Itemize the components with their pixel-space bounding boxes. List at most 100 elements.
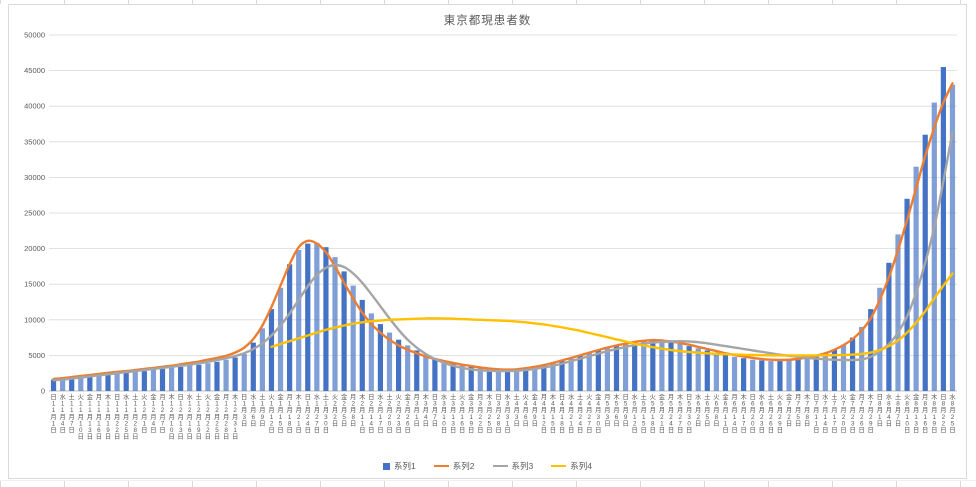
bar [677, 344, 683, 391]
bar [604, 348, 611, 391]
y-axis-tick-label: 5000 [28, 351, 45, 360]
bar [686, 346, 692, 391]
bar [722, 354, 729, 391]
y-axis-tick-label: 35000 [24, 137, 45, 146]
bar [50, 379, 57, 391]
y-axis-labels: 0 5000 10000 15000 20000 25000 30000 35000 40000… [24, 31, 45, 396]
bar [668, 341, 674, 391]
bar [550, 363, 556, 391]
bar [223, 359, 229, 391]
bar [795, 359, 801, 391]
legend-item-series-1[interactable]: 系列1 [383, 460, 416, 472]
bar [713, 352, 719, 391]
bar [241, 354, 247, 391]
bar [659, 340, 665, 391]
bar [441, 361, 447, 391]
bar [777, 361, 783, 391]
bar [141, 371, 147, 391]
plot-area: 0 5000 10000 15000 20000 25000 30000 35000 40000… [24, 31, 957, 441]
bar [586, 352, 592, 391]
legend-label: 系列3 [511, 461, 534, 471]
bar [468, 366, 474, 391]
legend-swatch-line-icon [492, 464, 508, 468]
bar [305, 243, 311, 391]
y-axis-tick-label: 30000 [24, 173, 45, 182]
spreadsheet-gridlines-top [0, 0, 976, 4]
bar [477, 368, 483, 391]
bar [341, 271, 347, 391]
bar [214, 361, 220, 391]
bar [904, 198, 910, 391]
bar [804, 358, 810, 391]
bar [105, 373, 111, 391]
legend-swatch-line-icon [433, 464, 449, 468]
bar [332, 257, 338, 391]
bar [568, 358, 574, 391]
bar [277, 287, 284, 391]
chart-frame[interactable]: 東京都現患者数 0 5000 10000 15000 20000 25000 30000 35… [8, 4, 967, 479]
bar [931, 102, 937, 391]
bar [114, 372, 120, 391]
legend-label: 系列1 [394, 461, 416, 471]
chart-title: 東京都現患者数 [443, 15, 532, 27]
legend-item-series-2[interactable]: 系列2 [433, 460, 475, 472]
bar [559, 361, 565, 391]
spreadsheet-gridlines-bottom [0, 480, 976, 487]
bar [695, 348, 701, 391]
bar [895, 234, 901, 391]
bar [913, 166, 919, 391]
bar [822, 353, 828, 391]
bars-series-1 [50, 67, 956, 392]
bar [87, 375, 93, 391]
legend-item-series-3[interactable]: 系列3 [492, 460, 534, 472]
bar [495, 370, 502, 391]
bar [704, 350, 710, 391]
legend-item-series-4[interactable]: 系列4 [551, 460, 592, 472]
bar [232, 357, 238, 391]
bar [450, 363, 456, 391]
bar [759, 360, 765, 391]
